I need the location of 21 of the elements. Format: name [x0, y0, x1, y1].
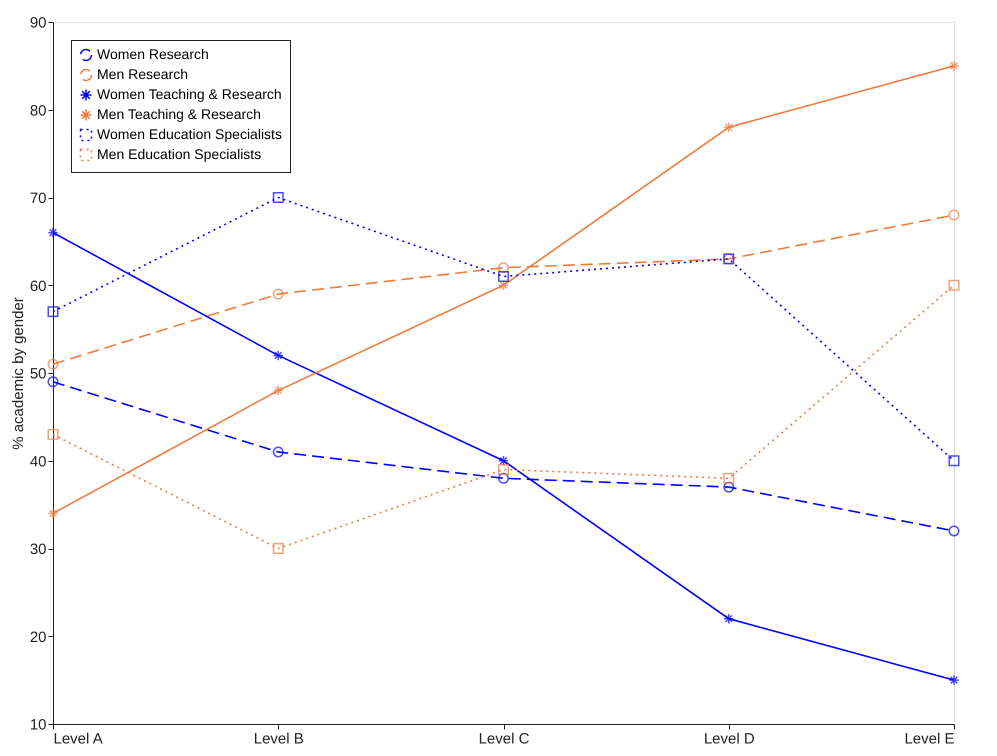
y-tick-label: 20	[30, 628, 46, 646]
x-tick-label: Level D	[704, 730, 755, 748]
y-tick-label: 60	[30, 278, 46, 295]
x-tick-label: Level B	[254, 730, 304, 748]
x-tick-label: Level C	[478, 730, 530, 748]
x-tick-label: Level E	[904, 730, 954, 748]
legend-label: Men Teaching & Research	[97, 106, 261, 122]
y-tick-label: 80	[30, 102, 46, 120]
legend-label: Men Research	[97, 66, 188, 82]
y-tick-label: 10	[30, 716, 46, 734]
y-tick-label: 70	[30, 190, 46, 207]
y-tick-label: 30	[30, 541, 46, 558]
legend-label: Women Teaching & Research	[97, 86, 282, 102]
y-axis-title: % academic by gender	[10, 297, 27, 450]
legend-label: Women Education Specialists	[97, 126, 282, 142]
x-tick-label: Level A	[54, 730, 103, 748]
legend-label: Women Research	[97, 46, 209, 62]
legend-label: Men Education Specialists	[97, 146, 262, 162]
y-tick-label: 50	[30, 366, 46, 382]
y-tick-label: 40	[30, 453, 46, 470]
y-tick-label: 90	[30, 14, 46, 32]
